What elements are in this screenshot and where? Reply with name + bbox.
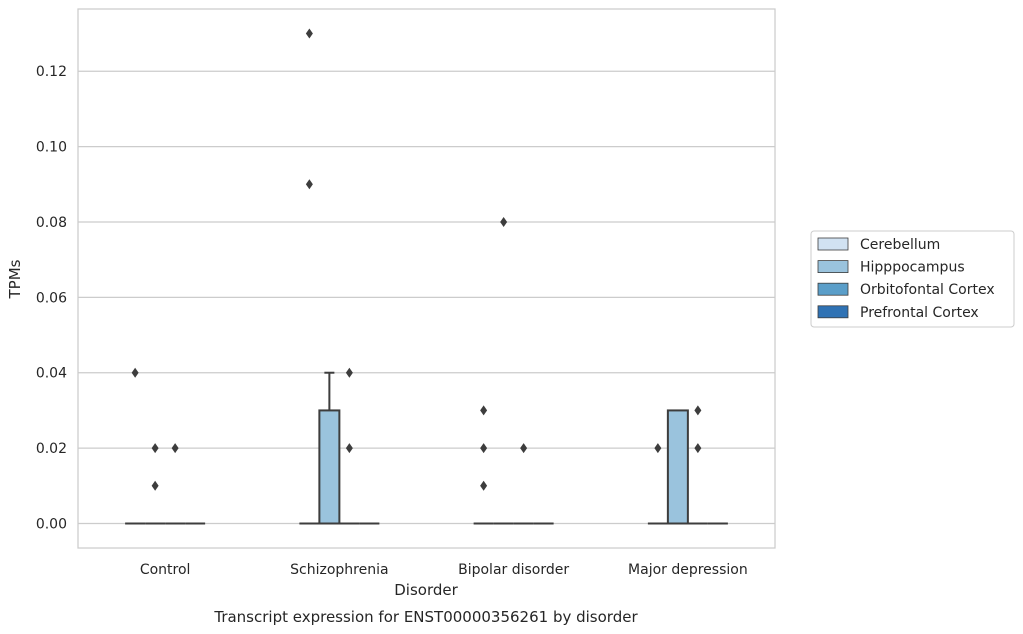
outlier-point [480, 405, 488, 416]
outlier-point [151, 480, 159, 491]
legend: Cerebellum Hipppocampus Orbitofontal Corte… [810, 230, 1015, 328]
y-tick-labels: 0.00 0.02 0.04 0.06 0.08 0.10 0.12 [36, 64, 67, 532]
outlier-point [305, 28, 313, 39]
outlier-point [131, 367, 139, 378]
outlier-point [500, 216, 508, 227]
legend-swatch [817, 305, 849, 319]
x-tick-labels: Control Schizophrenia Bipolar disorder Majo… [140, 562, 748, 578]
y-tick-label: 0.02 [36, 441, 67, 457]
y-tick-label: 0.12 [36, 64, 67, 80]
box-body [318, 409, 341, 525]
x-tick-label: Major depression [628, 562, 748, 578]
outlier-point [694, 443, 702, 454]
chart-caption: Transcript expression for ENST0000035626… [213, 608, 638, 626]
outlier-point [345, 367, 353, 378]
box-body [666, 409, 689, 525]
y-tick-label: 0.06 [36, 290, 67, 306]
outlier-point [480, 480, 488, 491]
outlier-point [654, 443, 662, 454]
x-tick-label: Schizophrenia [290, 562, 388, 578]
y-tick-label: 0.04 [36, 366, 67, 382]
outlier-point [345, 443, 353, 454]
legend-swatch [817, 282, 849, 296]
legend-label: Prefrontal Cortex [860, 305, 979, 321]
legend-label: Orbitofontal Cortex [860, 282, 995, 298]
outlier-point [305, 179, 313, 190]
outlier-point [151, 443, 159, 454]
x-tick-label: Bipolar disorder [458, 562, 569, 578]
y-tick-label: 0.00 [36, 517, 67, 533]
y-axis-label: TPMs [6, 259, 24, 299]
legend-label: Hipppocampus [860, 260, 965, 276]
y-tick-label: 0.10 [36, 140, 67, 156]
box-series [125, 28, 728, 525]
legend-swatch [817, 237, 849, 251]
y-tick-label: 0.08 [36, 215, 67, 231]
legend-frame [810, 230, 1015, 328]
outlier-point [520, 443, 528, 454]
x-axis-label: Disorder [394, 581, 458, 599]
plot-frame [77, 8, 776, 549]
outlier-point [694, 405, 702, 416]
legend-swatch [817, 260, 849, 274]
legend-label: Cerebellum [860, 237, 940, 253]
outlier-point [171, 443, 179, 454]
x-tick-label: Control [140, 562, 191, 578]
outlier-point [480, 443, 488, 454]
